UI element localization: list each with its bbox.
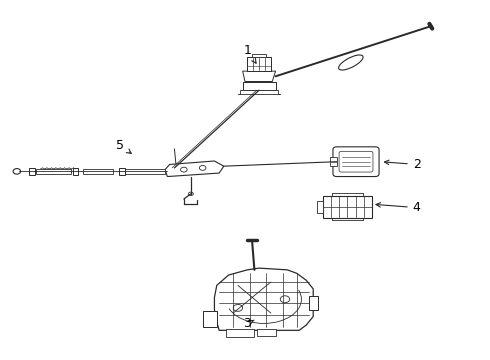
Polygon shape [226, 329, 254, 337]
Polygon shape [203, 311, 217, 327]
Polygon shape [165, 161, 224, 176]
Polygon shape [240, 90, 278, 94]
Polygon shape [119, 168, 124, 175]
Polygon shape [83, 169, 113, 174]
Polygon shape [247, 57, 271, 71]
Text: 1: 1 [244, 44, 256, 63]
Polygon shape [322, 195, 372, 218]
Polygon shape [29, 168, 35, 175]
Polygon shape [243, 81, 275, 90]
Polygon shape [243, 71, 275, 81]
Text: 3: 3 [244, 317, 254, 330]
Ellipse shape [342, 57, 360, 68]
Circle shape [180, 167, 187, 172]
Polygon shape [257, 329, 275, 336]
Circle shape [199, 166, 206, 170]
Ellipse shape [339, 55, 363, 70]
Polygon shape [252, 54, 266, 57]
Polygon shape [309, 296, 318, 310]
Polygon shape [317, 201, 322, 213]
Circle shape [233, 305, 243, 311]
Circle shape [189, 192, 193, 195]
Polygon shape [330, 157, 337, 166]
Text: 5: 5 [116, 139, 131, 153]
Polygon shape [215, 268, 313, 330]
Polygon shape [125, 169, 165, 174]
Text: 4: 4 [376, 201, 420, 214]
FancyBboxPatch shape [333, 147, 379, 176]
Polygon shape [73, 168, 78, 175]
Text: 2: 2 [385, 158, 420, 171]
Circle shape [280, 296, 290, 303]
Circle shape [13, 168, 21, 174]
Polygon shape [36, 169, 71, 174]
